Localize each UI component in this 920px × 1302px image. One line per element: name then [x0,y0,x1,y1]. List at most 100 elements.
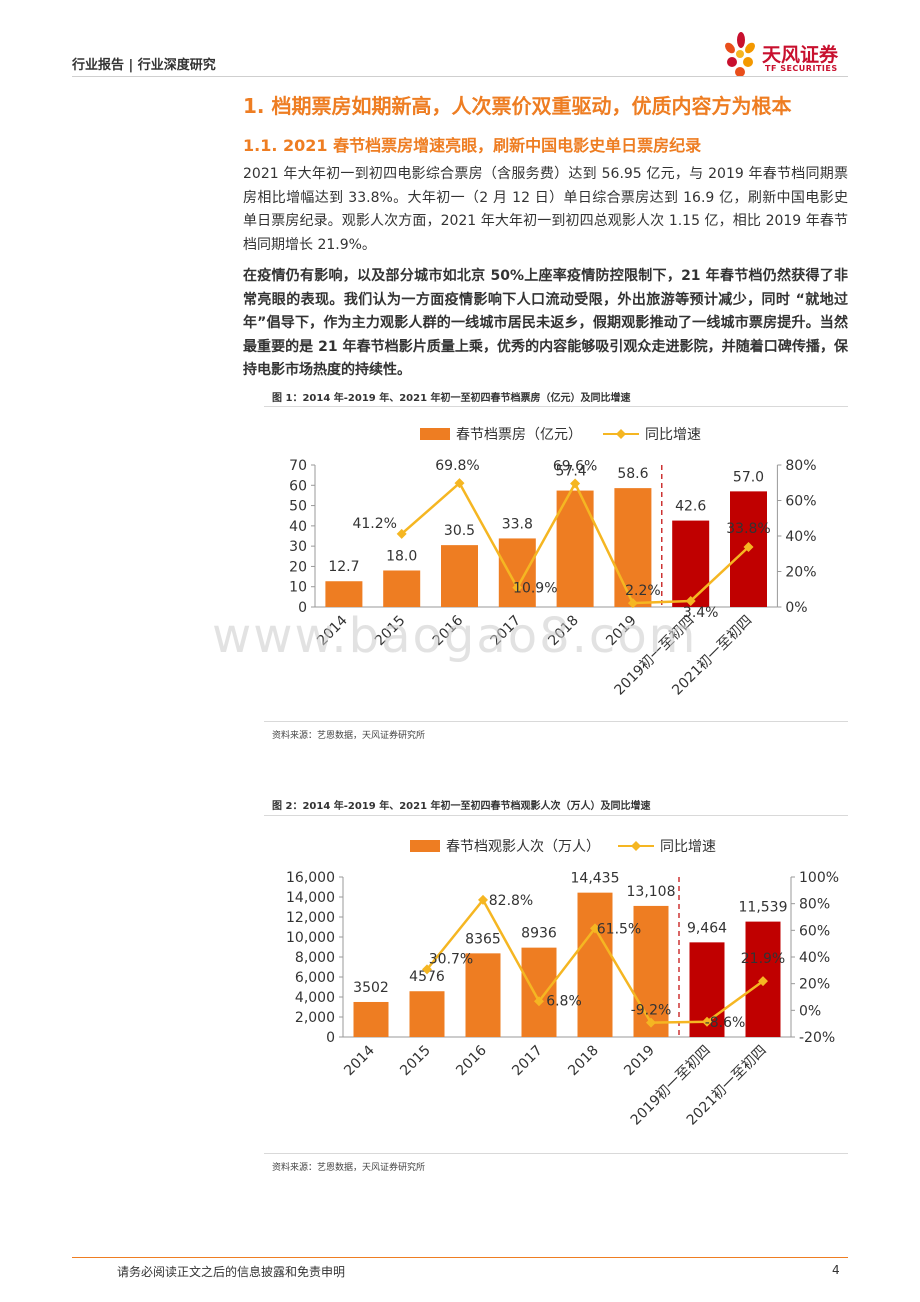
fig2-left-tick-label: 6,000 [295,970,335,986]
fig1-legend-bar-swatch [420,428,450,440]
logo-name-en: TF SECURITIES [765,64,838,73]
fig2-bar-value-label: 11,539 [739,900,788,916]
flower-logo-icon [725,32,755,77]
fig2-bar-value-label: 9,464 [687,920,727,936]
logo-name-cn: 天风证券 [762,44,839,66]
fig1-bar-value-label: 42.6 [675,499,706,515]
fig1-bar-value-label: 58.6 [617,466,648,482]
fig2-legend-bar-label: 春节档观影人次（万人） [446,839,600,855]
fig1-growth-marker [743,542,754,553]
fig1-left-tick-label: 20 [289,559,307,575]
fig1-left-tick-label: 40 [289,519,307,535]
fig1-legend-bar-label: 春节档票房（亿元） [456,427,582,443]
fig2-left-tick-label: 0 [326,1030,335,1046]
fig2-bar-value-label: 8365 [465,931,501,947]
fig2-growth-value-label: 6.8% [546,993,582,1009]
paragraph-box-office: 2021 年大年初一到初四电影综合票房（含服务费）达到 56.95 亿元，与 2… [243,166,848,253]
figure1-title: 图 1：2014 年-2019 年、2021 年初一至初四春节档票房（亿元）及同… [272,393,631,404]
fig2-left-tick-label: 16,000 [286,870,335,886]
fig2-bar [465,953,501,1037]
figure2-title: 图 2：2014 年-2019 年、2021 年初一至初四春节档观影人次（万人）… [272,801,651,812]
fig2-growth-value-label: 61.5% [597,921,641,937]
fig2-growth-value-label: 30.7% [429,951,473,967]
fig1-bar-value-label: 57.4 [556,464,587,480]
fig2-bar [521,947,557,1037]
company-logo: 天风证券 TF SECURITIES [720,30,860,82]
fig1-bar [498,538,536,607]
fig1-growth-value-label: 2.2% [625,583,661,599]
fig1-bar-value-label: 30.5 [444,523,475,539]
fig2-left-tick-label: 4,000 [295,990,335,1006]
fig1-growth-marker [685,595,696,606]
fig1-left-tick-label: 60 [289,478,307,494]
figure1-source: 资料来源：艺恩数据，天风证券研究所 [272,731,426,741]
fig2-category-label: 2019 [621,1043,658,1080]
fig2-growth-value-label: 21.9% [741,951,785,967]
fig2-growth-marker [590,923,600,934]
section-heading: 1. 档期票房如期新高，人次票价双重驱动，优质内容方为根本 [243,94,792,118]
fig2-growth-marker [646,1017,656,1028]
fig2-right-tick-label: 40% [799,950,830,966]
fig2-bar-value-label: 4576 [409,969,445,985]
fig1-right-tick-label: 0% [785,600,807,616]
fig2-category-label: 2015 [397,1043,434,1080]
fig1-bar [325,581,363,607]
fig1-bar-value-label: 18.0 [386,548,417,564]
watermark: www.baogao8.com [212,608,698,664]
fig2-bar-value-label: 8936 [521,926,557,942]
fig2-left-tick-label: 12,000 [286,910,335,926]
fig2-legend-bar-swatch [410,840,440,852]
fig2-legend-line-label: 同比增速 [660,839,716,855]
fig2-category-label: 2017 [509,1043,546,1080]
figure2-top-divider [264,815,848,816]
figure1-top-divider [264,406,848,407]
fig1-growth-value-label: 41.2% [352,516,396,532]
page-number: 4 [832,1263,840,1277]
fig2-bar-value-label: 3502 [353,980,389,996]
fig2-left-tick-label: 2,000 [295,1010,335,1026]
fig1-right-tick-label: 80% [785,458,816,474]
fig1-bar [614,488,652,607]
fig1-growth-marker [627,598,638,609]
paragraph-analysis: 在疫情仍有影响，以及部分城市如北京 50%上座率疫情防控限制下，21 年春节档仍… [243,268,848,378]
fig1-bar-value-label: 57.0 [733,469,764,485]
fig2-growth-marker [422,964,432,975]
fig1-growth-value-label: 69.6% [553,458,597,474]
fig2-right-tick-label: 20% [799,977,830,993]
footer-divider [72,1257,848,1258]
fig1-left-tick-label: 70 [289,458,307,474]
fig2-growth-marker [758,976,768,987]
fig1-bar-value-label: 12.7 [328,559,359,575]
fig2-bar [409,991,445,1037]
fig1-growth-value-label: 3.4% [683,605,719,621]
fig2-bar [633,905,669,1037]
fig2-right-tick-label: 60% [799,923,830,939]
fig1-growth-marker [570,478,581,489]
fig1-right-tick-label: 40% [785,529,816,545]
fig2-growth-value-label: -8.6% [705,1015,746,1031]
fig1-legend-line-marker [616,429,626,439]
fig2-legend-line-marker [631,841,641,851]
fig1-growth-value-label: 69.8% [435,458,479,474]
fig2-growth-marker [478,894,488,905]
fig1-legend-line-label: 同比增速 [645,427,701,443]
fig1-bar-value-label: 33.8 [502,516,533,532]
header-breadcrumb: 行业报告 | 行业深度研究 [72,58,216,73]
fig1-growth-value-label: 33.8% [726,521,770,537]
fig2-bar [353,1001,389,1037]
fig1-left-tick-label: 10 [289,580,307,596]
fig2-bar-value-label: 14,435 [571,871,620,887]
figure2-bottom-divider [264,1153,848,1154]
fig2-left-tick-label: 8,000 [295,950,335,966]
fig2-growth-value-label: -9.2% [631,1003,672,1019]
fig2-growth-value-label: 82.8% [489,893,533,909]
header-divider [72,76,848,77]
fig1-growth-marker [396,528,407,539]
figure1-bottom-divider [264,721,848,722]
fig2-right-tick-label: 0% [799,1003,821,1019]
figure2-source: 资料来源：艺恩数据，天风证券研究所 [272,1163,426,1173]
fig1-bar [441,545,478,607]
fig2-growth-marker [534,996,544,1007]
fig2-right-tick-label: 100% [799,870,839,886]
fig2-right-tick-label: 80% [799,897,830,913]
